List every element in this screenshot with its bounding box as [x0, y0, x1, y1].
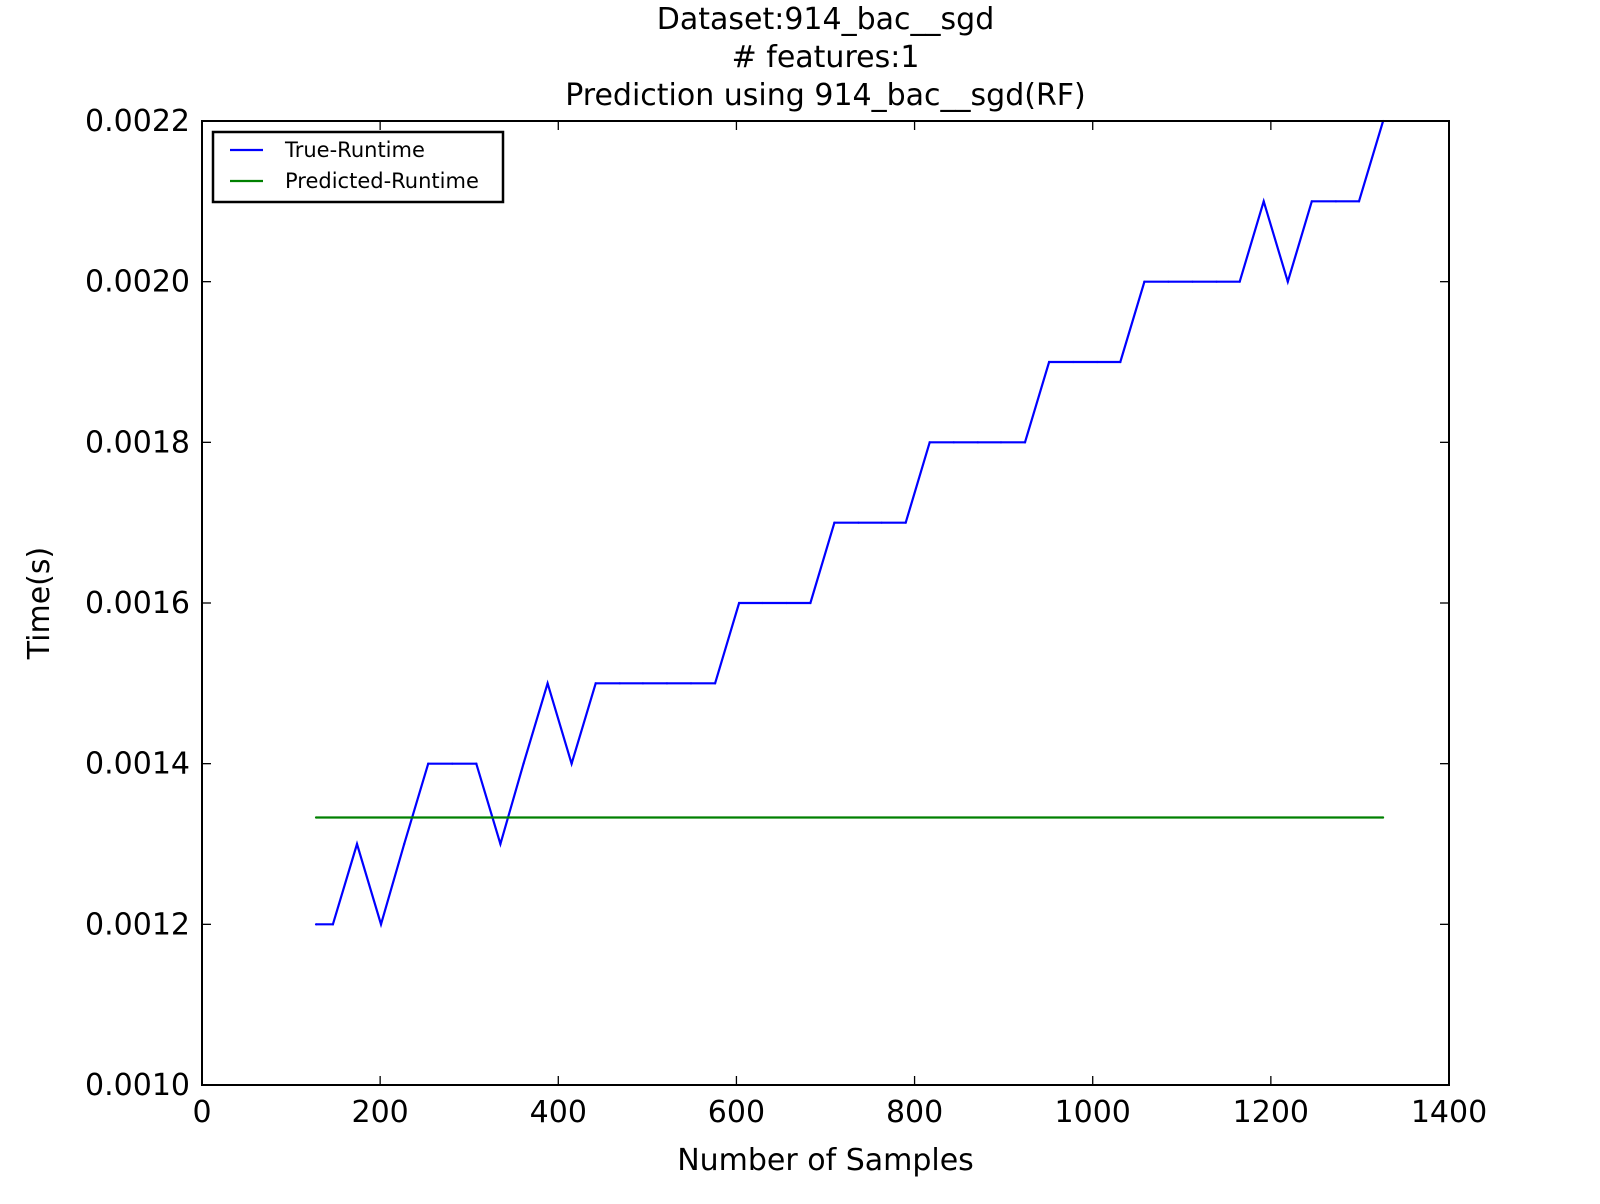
x-tick-label: 800 [886, 1095, 943, 1130]
data-point-true-runtime [1262, 200, 1265, 203]
y-tick-label: 0.0014 [85, 747, 190, 782]
x-tick-label: 1200 [1233, 1095, 1309, 1130]
x-axis-label: Number of Samples [677, 1143, 974, 1178]
data-point-true-runtime [952, 441, 955, 444]
data-point-true-runtime [665, 682, 669, 685]
data-point-true-runtime [809, 601, 812, 605]
data-point-true-runtime [1286, 280, 1289, 283]
data-point-true-runtime [1167, 280, 1170, 283]
x-tick-label: 400 [530, 1095, 587, 1130]
x-axis: 0 200 400 600 800 1000 1200 1400 [192, 121, 1487, 1130]
data-point-true-runtime [499, 842, 502, 846]
legend-label-true-runtime: True-Runtime [284, 138, 425, 162]
data-point-true-runtime [1072, 360, 1075, 364]
chart-title: Dataset:914_bac__sgd# features:1Predicti… [565, 2, 1086, 113]
data-point-true-runtime [713, 682, 717, 685]
data-point-true-runtime [570, 762, 573, 765]
data-point-true-runtime [1047, 360, 1051, 364]
data-point-true-runtime [546, 682, 549, 685]
y-tick-label: 0.0020 [85, 265, 190, 300]
data-point-true-runtime [1238, 280, 1241, 283]
data-point-true-runtime [475, 762, 478, 765]
x-tick-label: 200 [352, 1095, 409, 1130]
data-point-true-runtime [1096, 360, 1099, 364]
data-point-true-runtime [331, 923, 335, 926]
title-line-2: # features:1 [732, 40, 920, 75]
data-point-true-runtime [522, 762, 525, 765]
data-point-true-runtime [618, 682, 621, 685]
legend-box [211, 130, 505, 204]
data-point-predicted-runtime [1381, 816, 1385, 819]
y-tick-label: 0.0022 [85, 104, 190, 139]
series-line-true-runtime [316, 120, 1385, 929]
data-point-true-runtime [641, 682, 645, 685]
x-tick-label: 1400 [1411, 1095, 1487, 1130]
data-point-true-runtime [785, 601, 788, 605]
data-point-true-runtime [1357, 200, 1361, 203]
x-tick-label: 600 [708, 1095, 765, 1130]
data-point-true-runtime [689, 682, 693, 685]
data-point-true-runtime [379, 923, 383, 926]
x-tick-label: 1000 [1055, 1095, 1131, 1130]
data-point-true-runtime [1191, 280, 1194, 283]
legend: True-Runtime Predicted-Runtime [211, 130, 505, 204]
y-tick-label: 0.0016 [85, 586, 190, 621]
y-axis: 0.0010 0.0012 0.0014 0.0016 0.0018 0.0020 0.00… [85, 104, 1449, 1103]
data-point-true-runtime [880, 521, 883, 524]
data-point-true-runtime [857, 521, 860, 524]
data-point-true-runtime [976, 441, 979, 444]
data-point-true-runtime [403, 842, 406, 846]
data-point-true-runtime [451, 762, 454, 765]
data-point-true-runtime [1119, 360, 1122, 364]
y-tick-label: 0.0010 [85, 1068, 190, 1103]
legend-label-predicted-runtime: Predicted-Runtime [285, 169, 479, 193]
data-point-true-runtime [355, 842, 359, 846]
data-point-true-runtime [594, 682, 597, 685]
data-point-true-runtime [904, 521, 907, 524]
plot-frame [201, 120, 1450, 1086]
data-point-true-runtime [761, 601, 764, 605]
y-tick-label: 0.0012 [85, 907, 190, 942]
data-point-true-runtime [738, 601, 741, 605]
data-point-true-runtime [833, 521, 836, 524]
data-point-true-runtime [1023, 441, 1027, 444]
data-point-true-runtime [1143, 280, 1146, 283]
data-point-true-runtime [427, 762, 430, 765]
title-line-3: Prediction using 914_bac__sgd(RF) [565, 78, 1086, 113]
x-tick-label: 0 [192, 1095, 211, 1130]
y-tick-label: 0.0018 [85, 425, 190, 460]
data-point-true-runtime [999, 441, 1003, 444]
data-point-true-runtime [1334, 200, 1337, 203]
plot-series [314, 119, 1385, 929]
data-point-true-runtime [314, 923, 318, 926]
data-point-predicted-runtime [314, 816, 318, 819]
data-point-true-runtime [1215, 280, 1218, 283]
title-line-1: Dataset:914_bac__sgd [657, 2, 995, 37]
data-point-true-runtime [928, 441, 931, 444]
data-point-true-runtime [1310, 200, 1313, 203]
y-axis-label: Time(s) [22, 547, 57, 660]
